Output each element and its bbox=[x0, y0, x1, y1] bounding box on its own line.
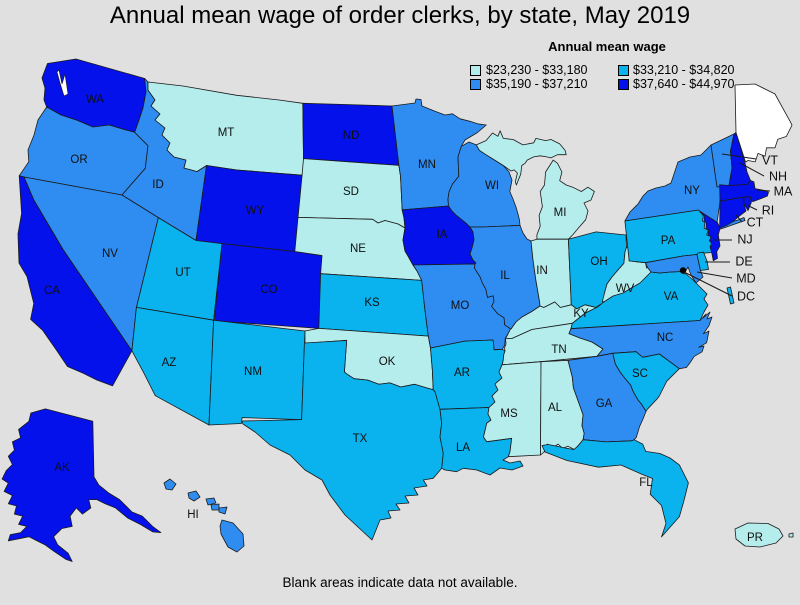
svg-text:RI: RI bbox=[762, 203, 775, 217]
svg-text:NV: NV bbox=[102, 248, 118, 260]
svg-text:VA: VA bbox=[664, 291, 679, 303]
svg-text:SD: SD bbox=[343, 186, 359, 198]
svg-text:OK: OK bbox=[379, 356, 396, 368]
svg-text:AR: AR bbox=[454, 367, 470, 379]
svg-text:OH: OH bbox=[590, 256, 607, 268]
svg-text:MD: MD bbox=[736, 271, 755, 285]
svg-text:NC: NC bbox=[657, 332, 674, 344]
svg-text:IN: IN bbox=[536, 265, 548, 277]
svg-text:KY: KY bbox=[573, 308, 589, 320]
svg-text:ID: ID bbox=[152, 179, 164, 191]
svg-text:IL: IL bbox=[500, 270, 510, 282]
svg-text:CA: CA bbox=[44, 285, 60, 297]
svg-text:NH: NH bbox=[769, 169, 787, 183]
svg-text:NY: NY bbox=[684, 185, 700, 197]
svg-text:NE: NE bbox=[350, 243, 366, 255]
svg-text:DE: DE bbox=[735, 254, 752, 268]
svg-text:WV: WV bbox=[616, 283, 635, 295]
svg-text:PR: PR bbox=[747, 532, 763, 544]
svg-text:ND: ND bbox=[343, 130, 360, 142]
svg-text:FL: FL bbox=[639, 477, 653, 489]
svg-text:WI: WI bbox=[485, 180, 499, 192]
svg-text:MN: MN bbox=[418, 159, 436, 171]
svg-text:MT: MT bbox=[218, 127, 235, 139]
svg-text:TN: TN bbox=[551, 344, 566, 356]
svg-text:OR: OR bbox=[70, 154, 87, 166]
svg-text:HI: HI bbox=[187, 509, 199, 521]
svg-text:GA: GA bbox=[596, 398, 613, 410]
svg-text:PA: PA bbox=[661, 235, 676, 247]
svg-text:SC: SC bbox=[632, 368, 648, 380]
svg-text:MS: MS bbox=[500, 408, 518, 420]
svg-text:NM: NM bbox=[244, 366, 262, 378]
svg-text:LA: LA bbox=[456, 442, 470, 454]
svg-text:WA: WA bbox=[86, 94, 104, 106]
svg-text:MA: MA bbox=[774, 184, 793, 198]
svg-text:MO: MO bbox=[451, 300, 470, 312]
svg-text:MI: MI bbox=[554, 207, 567, 219]
svg-text:WY: WY bbox=[246, 205, 265, 217]
svg-text:UT: UT bbox=[175, 267, 190, 279]
svg-text:IA: IA bbox=[437, 229, 448, 241]
svg-text:KS: KS bbox=[364, 297, 380, 309]
svg-text:CT: CT bbox=[747, 215, 764, 229]
svg-text:AK: AK bbox=[54, 462, 70, 474]
svg-text:NJ: NJ bbox=[737, 232, 752, 246]
svg-text:AZ: AZ bbox=[162, 357, 177, 369]
svg-text:DC: DC bbox=[737, 289, 755, 303]
svg-text:VT: VT bbox=[762, 153, 778, 167]
svg-text:AL: AL bbox=[548, 402, 563, 414]
svg-text:CO: CO bbox=[260, 284, 277, 296]
svg-text:TX: TX bbox=[353, 433, 368, 445]
